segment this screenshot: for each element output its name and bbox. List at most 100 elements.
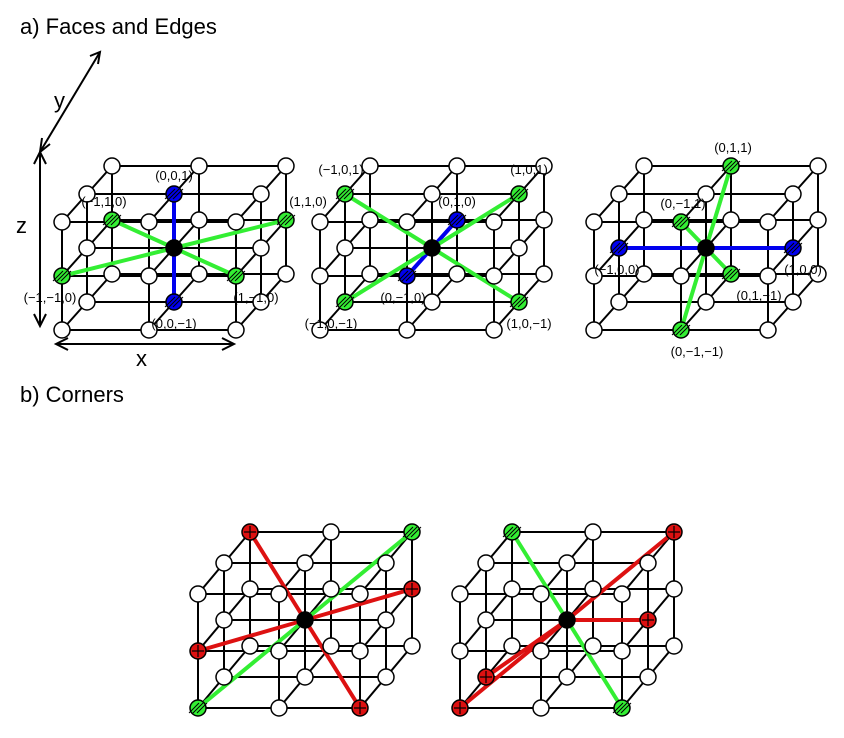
lattice-node [635,265,653,283]
lattice-node [532,699,550,717]
axis-arrows: y z x [16,50,237,371]
lattice-nodes [451,523,683,717]
lattice-node [613,585,631,603]
lattice-node [140,267,158,285]
lattice-node [252,185,270,203]
panel-corners-1 [188,523,422,717]
hatch-mark [783,242,795,254]
corner-connection [565,530,676,622]
z-axis-label: z [16,213,27,238]
lattice-node [78,239,96,257]
lattice-node [190,211,208,229]
lattice-node [477,611,495,629]
lattice-node [189,585,207,603]
lattice-node [809,211,827,229]
edge-connection [343,192,434,250]
edge-connection [196,618,307,710]
hatch-mark [613,242,625,254]
corner-connection [248,530,307,622]
hatch-mark [679,216,691,228]
lattice-node [610,185,628,203]
hatch-mark [787,242,799,254]
hatch-mark [455,214,467,226]
lattice-node [296,554,314,572]
hatch-mark [725,160,737,172]
lattice-node [665,580,683,598]
lattice-node [639,554,657,572]
hatch-mark [620,702,632,714]
lattice-node [103,157,121,175]
lattice-node [722,211,740,229]
lattice-node [140,321,158,339]
lattice-node [532,585,550,603]
lattice-node [311,267,329,285]
lattice-node [322,580,340,598]
lattice-nodes [585,157,827,339]
hatch-mark [447,214,459,226]
hatch-mark [612,702,624,714]
coordinate-labels: (0,0,1) (0,0,−1) (−1,1,0) (1,1,0) (−1,−1,0) (… [24,168,327,331]
coordinate-labels: (−1,0,0) (1,0,0) (0,1,1) (0,−1,−1) (0,−1,1) (… [594,140,821,359]
coordinate-label: (0,0,1) [155,168,193,183]
lattice-node [377,611,395,629]
neighbor-connections [196,530,414,710]
lattice-node [697,293,715,311]
lattice-node [584,580,602,598]
lattice-node [53,321,71,339]
lattice-node [190,265,208,283]
hatch-mark [172,296,184,308]
hatch-mark [451,214,463,226]
coordinate-label: (1,−1,0) [233,290,278,305]
hatch-mark [729,160,741,172]
lattice-node [809,265,827,283]
lattice-node [53,213,71,231]
lattice-node [535,265,553,283]
hatch-mark [164,188,176,200]
coordinate-label: (0,−1,0) [380,290,425,305]
lattice-node [296,668,314,686]
section-b-title: b) Corners [20,382,124,407]
hatch-mark [234,270,246,282]
hatch-mark [509,188,521,200]
lattice-node [585,321,603,339]
lattice-node [351,642,369,660]
section-a-title: a) Faces and Edges [20,14,217,39]
hatch-mark [791,242,803,254]
hatch-mark [110,214,122,226]
lattice-node [361,157,379,175]
lattice-node [451,585,469,603]
hatch-mark [188,702,200,714]
hatch-mark [506,526,518,538]
hatch-mark [60,270,72,282]
lattice-node [503,580,521,598]
lattice-node [403,637,421,655]
hatch-mark [339,296,351,308]
lattice-node [78,185,96,203]
edge-connection [510,530,569,622]
lattice-node [215,668,233,686]
lattice-node [103,265,121,283]
corner-connection [484,618,569,679]
lattice-node [759,213,777,231]
coordinate-label: (−1,0,0) [594,262,639,277]
lattice-node [697,185,715,203]
hatch-mark [675,324,687,336]
lattice-node [535,157,553,175]
hatch-mark [335,188,347,200]
lattice-node [610,293,628,311]
lattice-node [215,611,233,629]
hatch-mark [56,270,68,282]
lattice-nodes [311,157,553,339]
lattice-node [398,321,416,339]
lattice-node [277,265,295,283]
panel-corners-2 [451,523,683,717]
edge-connection [303,530,414,622]
hatch-mark [671,216,683,228]
hatch-mark [517,188,529,200]
lattice-node [584,637,602,655]
panel-faces-edges-y: (0,1,0) (0,−1,0) (−1,0,1) (1,0,1) (−1,0,−1) (… [305,157,553,339]
coordinate-label: (−1,−1,0) [24,290,77,305]
coordinate-labels: (0,1,0) (0,−1,0) (−1,0,1) (1,0,1) (−1,0,−1) (… [305,162,552,331]
hatch-mark [168,296,180,308]
lattice-node [377,668,395,686]
